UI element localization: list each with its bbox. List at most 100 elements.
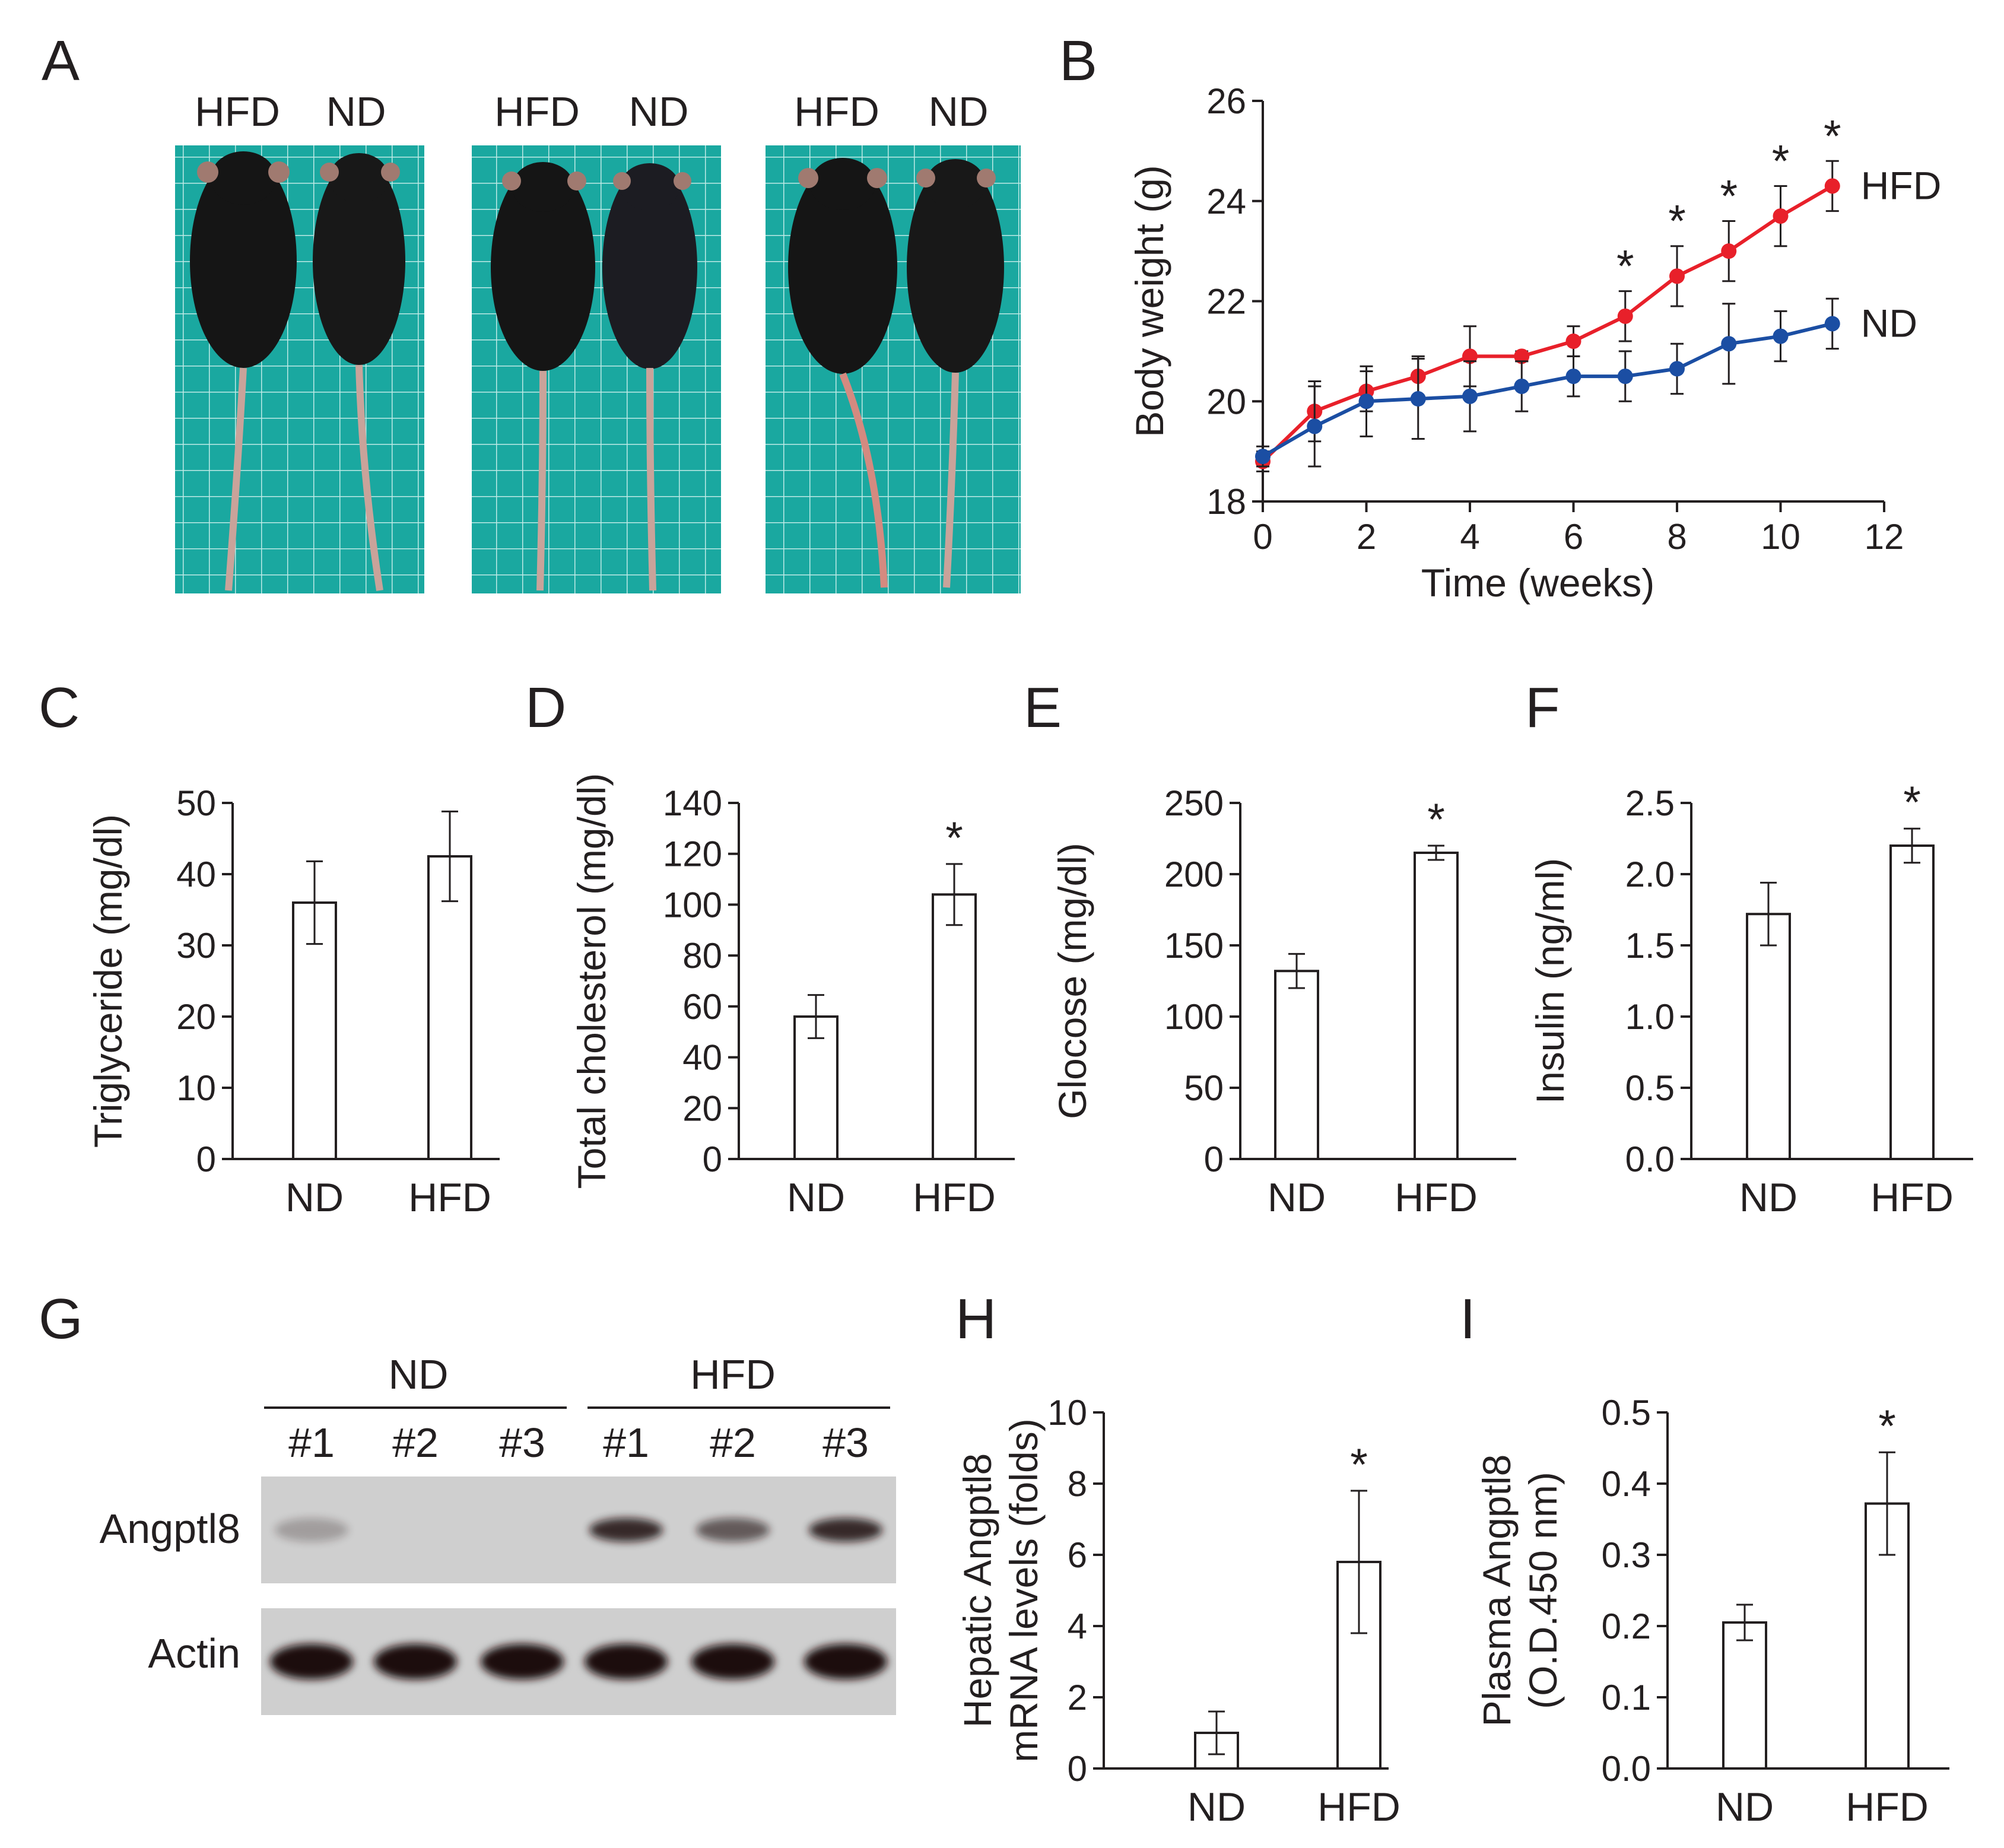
y-tick-label: 24 [1206, 182, 1246, 221]
y-axis-label: Body weight (g) [1128, 165, 1171, 437]
angptl8-band [696, 1518, 770, 1542]
data-point [1721, 336, 1737, 352]
y-tick-label: 10 [176, 1068, 216, 1108]
actin-band [804, 1644, 887, 1679]
significance-star: * [945, 813, 963, 863]
data-point [1824, 178, 1840, 194]
blot-strip-actin [261, 1608, 896, 1715]
series-line [1261, 184, 1834, 463]
y-tick-label: 0 [196, 1139, 216, 1179]
lane-label: #1 [288, 1420, 335, 1466]
y-tick-label: 200 [1164, 855, 1224, 894]
panel-letter-f: F [1525, 676, 1560, 739]
y-tick-label: 0 [1068, 1749, 1087, 1789]
y-tick-label: 2.0 [1625, 855, 1675, 894]
bar [1274, 970, 1319, 1160]
series-line [1262, 322, 1833, 458]
x-tick-label: 12 [1865, 517, 1904, 557]
photo-2-label-right: ND [628, 88, 688, 135]
data-point [1617, 308, 1633, 324]
series-label: ND [1861, 301, 1917, 345]
blot-group-nd: ND [388, 1351, 448, 1398]
x-tick-label: ND [285, 1175, 344, 1220]
significance-star: * [1720, 172, 1738, 222]
x-tick-label: ND [787, 1175, 845, 1220]
photo-3-label-right: ND [928, 88, 988, 135]
lane-label: #2 [710, 1420, 756, 1466]
y-tick-label: 4 [1068, 1606, 1087, 1646]
y-tick-label: 1.5 [1625, 926, 1675, 966]
y-tick-label: 0.0 [1625, 1139, 1675, 1179]
bar [1746, 913, 1791, 1160]
blot-group-hfd: HFD [690, 1351, 776, 1398]
y-tick-label: 0.5 [1602, 1393, 1651, 1433]
mouse-hfd-2 [491, 162, 595, 591]
chart-i-plasma-angptl8: 0.0 0.1 0.2 0.3 0.4 0.5 ND HFD * Plasma Angptl8(O… [1475, 1393, 1949, 1830]
panel-letter-h: H [955, 1287, 996, 1351]
significance-star: * [1772, 136, 1790, 186]
chart-e-glucose: 0 50 100 150 200 250 ND HFD * Glocose (mg/dl) [1050, 783, 1516, 1220]
bar [1414, 852, 1459, 1160]
x-tick-label: ND [1187, 1785, 1246, 1830]
angptl8-bands [275, 1518, 882, 1542]
y-axis-label: Plasma Angptl8(O.D.450 nm) [1475, 1455, 1565, 1727]
panel-letter-d: D [525, 676, 566, 739]
y-tick-label: 150 [1164, 926, 1224, 966]
data-point [1358, 393, 1374, 409]
y-tick-label: 100 [663, 885, 722, 925]
y-tick-label: 20 [682, 1088, 722, 1128]
y-tick-label: 18 [1206, 482, 1246, 522]
data-point [1773, 328, 1789, 344]
y-axis-label: Hepatic Angptl8mRNA levels (folds) [955, 1418, 1046, 1762]
series-hfd: HFD [1255, 160, 1941, 472]
x-tick-label: 4 [1460, 517, 1479, 557]
data-point [1773, 208, 1789, 224]
angptl8-band [589, 1518, 663, 1542]
x-tick-label: 0 [1253, 517, 1272, 557]
x-tick-label: 6 [1564, 517, 1583, 557]
y-tick-label: 8 [1068, 1464, 1087, 1504]
bar [793, 1015, 839, 1160]
data-point [1669, 268, 1685, 284]
y-tick-label: 40 [682, 1038, 722, 1078]
y-tick-label: 26 [1206, 81, 1246, 121]
y-tick-label: 140 [663, 783, 722, 823]
panel-letter-g: G [39, 1287, 83, 1351]
chart-f-insulin: 0.0 0.5 1.0 1.5 2.0 2.5 ND HFD * Insulin (ng/ml) [1528, 777, 1973, 1220]
bar [932, 893, 977, 1161]
y-tick-label: 2.5 [1625, 783, 1675, 823]
x-tick-label: 2 [1357, 517, 1376, 557]
lane-label: #3 [499, 1420, 545, 1466]
actin-band [691, 1644, 774, 1679]
actin-band [374, 1644, 457, 1679]
data-point [1565, 334, 1581, 349]
bar [1722, 1621, 1767, 1770]
y-tick-label: 120 [663, 834, 722, 874]
photo-3-label-left: HFD [794, 88, 879, 135]
significance-star: * [1903, 777, 1921, 828]
lane-label: #3 [822, 1420, 869, 1466]
bar [1889, 844, 1935, 1160]
mouse-nd-3 [907, 159, 1004, 588]
x-tick-label: ND [1739, 1175, 1797, 1220]
data-point [1565, 369, 1581, 385]
mouse-hfd-3 [788, 158, 897, 588]
lane-label: #1 [603, 1420, 649, 1466]
panel-letter-e: E [1024, 676, 1062, 739]
data-point [1721, 243, 1737, 259]
y-tick-label: 50 [176, 783, 216, 823]
x-tick-label: 10 [1761, 517, 1800, 557]
y-tick-label: 60 [682, 987, 722, 1027]
x-tick-label: HFD [408, 1175, 491, 1220]
x-axis-label: Time (weeks) [1421, 561, 1655, 605]
mouse-photo-2: HFD ND [472, 88, 721, 593]
y-tick-label: 6 [1068, 1535, 1087, 1575]
series-nd: ND [1255, 297, 1917, 468]
y-axis-label: Glocose (mg/dl) [1050, 843, 1094, 1119]
x-tick-label: HFD [1870, 1175, 1954, 1220]
x-tick-label: ND [1268, 1175, 1326, 1220]
data-point [1514, 348, 1530, 364]
y-tick-label: 22 [1206, 282, 1246, 322]
